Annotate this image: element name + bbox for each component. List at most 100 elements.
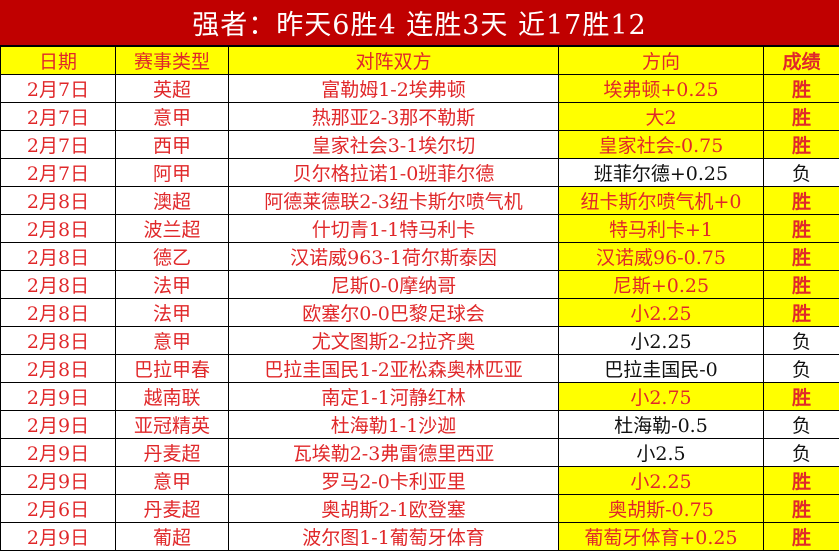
league-cell: 亚冠精英 — [115, 410, 229, 439]
date-cell: 2月8日 — [0, 354, 116, 383]
pick-cell: 小2.25 — [558, 298, 764, 327]
result-cell: 胜 — [763, 186, 839, 215]
match-cell: 杜海勒1-1沙迦 — [228, 410, 559, 439]
table-row: 2月8日 德乙 汉诺威963-1荷尔斯泰因 汉诺威96-0.75 胜 — [0, 242, 839, 271]
table-row: 2月9日 亚冠精英 杜海勒1-1沙迦 杜海勒-0.5 负 — [0, 410, 839, 439]
header-result: 成绩 — [763, 46, 839, 75]
league-cell: 意甲 — [115, 102, 229, 131]
match-cell: 瓦埃勒2-3弗雷德里西亚 — [228, 438, 559, 467]
pick-cell: 小2.25 — [558, 466, 764, 495]
table-row: 2月7日 意甲 热那亚2-3那不勒斯 大2 胜 — [0, 102, 839, 131]
pick-cell: 小2.5 — [558, 438, 764, 467]
table-row: 2月8日 巴拉甲春 巴拉圭国民1-2亚松森奥林匹亚 巴拉圭国民-0 负 — [0, 354, 839, 383]
date-cell: 2月8日 — [0, 270, 116, 299]
pick-cell: 葡萄牙体育+0.25 — [558, 522, 764, 551]
match-cell: 巴拉圭国民1-2亚松森奥林匹亚 — [228, 354, 559, 383]
date-cell: 2月9日 — [0, 438, 116, 467]
match-cell: 波尔图1-1葡萄牙体育 — [228, 522, 559, 551]
league-cell: 丹麦超 — [115, 494, 229, 523]
header-league: 赛事类型 — [115, 46, 229, 75]
pick-cell: 汉诺威96-0.75 — [558, 242, 764, 271]
league-cell: 意甲 — [115, 466, 229, 495]
date-cell: 2月9日 — [0, 466, 116, 495]
match-cell: 汉诺威963-1荷尔斯泰因 — [228, 242, 559, 271]
date-cell: 2月7日 — [0, 158, 116, 187]
result-cell: 负 — [763, 326, 839, 355]
header-match: 对阵双方 — [228, 46, 559, 75]
result-cell: 胜 — [763, 298, 839, 327]
match-cell: 尤文图斯2-2拉齐奥 — [228, 326, 559, 355]
match-cell: 欧塞尔0-0巴黎足球会 — [228, 298, 559, 327]
league-cell: 法甲 — [115, 298, 229, 327]
result-cell: 负 — [763, 438, 839, 467]
league-cell: 德乙 — [115, 242, 229, 271]
date-cell: 2月9日 — [0, 522, 116, 551]
date-cell: 2月9日 — [0, 382, 116, 411]
league-cell: 西甲 — [115, 130, 229, 159]
table-row: 2月7日 英超 富勒姆1-2埃弗顿 埃弗顿+0.25 胜 — [0, 74, 839, 103]
league-cell: 法甲 — [115, 270, 229, 299]
table-row: 2月7日 西甲 皇家社会3-1埃尔切 皇家社会-0.75 胜 — [0, 130, 839, 159]
header-row: 日期 赛事类型 对阵双方 方向 成绩 — [0, 46, 839, 75]
result-cell: 胜 — [763, 130, 839, 159]
match-cell: 富勒姆1-2埃弗顿 — [228, 74, 559, 103]
match-cell: 奥胡斯2-1欧登塞 — [228, 494, 559, 523]
match-cell: 什切青1-1特马利卡 — [228, 214, 559, 243]
result-cell: 负 — [763, 158, 839, 187]
table-row: 2月9日 葡超 波尔图1-1葡萄牙体育 葡萄牙体育+0.25 胜 — [0, 522, 839, 551]
result-cell: 负 — [763, 354, 839, 383]
date-cell: 2月8日 — [0, 326, 116, 355]
date-cell: 2月9日 — [0, 410, 116, 439]
pick-cell: 小2.25 — [558, 326, 764, 355]
result-cell: 胜 — [763, 466, 839, 495]
league-cell: 巴拉甲春 — [115, 354, 229, 383]
pick-cell: 皇家社会-0.75 — [558, 130, 764, 159]
result-cell: 胜 — [763, 74, 839, 103]
result-cell: 胜 — [763, 382, 839, 411]
result-cell: 胜 — [763, 102, 839, 131]
result-cell: 胜 — [763, 270, 839, 299]
results-table: 日期 赛事类型 对阵双方 方向 成绩 2月7日 英超 富勒姆1-2埃弗顿 埃弗顿+0.… — [0, 46, 839, 551]
result-cell: 胜 — [763, 494, 839, 523]
date-cell: 2月8日 — [0, 186, 116, 215]
match-cell: 罗马2-0卡利亚里 — [228, 466, 559, 495]
pick-cell: 奥胡斯-0.75 — [558, 494, 764, 523]
table-row: 2月9日 意甲 罗马2-0卡利亚里 小2.25 胜 — [0, 466, 839, 495]
match-cell: 尼斯0-0摩纳哥 — [228, 270, 559, 299]
table-row: 2月8日 意甲 尤文图斯2-2拉齐奥 小2.25 负 — [0, 326, 839, 355]
date-cell: 2月8日 — [0, 298, 116, 327]
match-cell: 热那亚2-3那不勒斯 — [228, 102, 559, 131]
match-cell: 阿德莱德联2-3纽卡斯尔喷气机 — [228, 186, 559, 215]
table-row: 2月8日 法甲 欧塞尔0-0巴黎足球会 小2.25 胜 — [0, 298, 839, 327]
date-cell: 2月7日 — [0, 74, 116, 103]
league-cell: 阿甲 — [115, 158, 229, 187]
date-cell: 2月7日 — [0, 102, 116, 131]
match-cell: 皇家社会3-1埃尔切 — [228, 130, 559, 159]
header-pick: 方向 — [558, 46, 764, 75]
pick-cell: 巴拉圭国民-0 — [558, 354, 764, 383]
league-cell: 葡超 — [115, 522, 229, 551]
table-row: 2月8日 法甲 尼斯0-0摩纳哥 尼斯+0.25 胜 — [0, 270, 839, 299]
pick-cell: 班菲尔德+0.25 — [558, 158, 764, 187]
table-row: 2月9日 越南联 南定1-1河静红林 小2.75 胜 — [0, 382, 839, 411]
result-cell: 负 — [763, 410, 839, 439]
result-cell: 胜 — [763, 214, 839, 243]
page-title: 强者：昨天6胜4 连胜3天 近17胜12 — [0, 0, 839, 46]
header-date: 日期 — [0, 46, 116, 75]
match-cell: 贝尔格拉诺1-0班菲尔德 — [228, 158, 559, 187]
result-cell: 胜 — [763, 522, 839, 551]
league-cell: 英超 — [115, 74, 229, 103]
pick-cell: 特马利卡+1 — [558, 214, 764, 243]
pick-cell: 杜海勒-0.5 — [558, 410, 764, 439]
table-row: 2月7日 阿甲 贝尔格拉诺1-0班菲尔德 班菲尔德+0.25 负 — [0, 158, 839, 187]
league-cell: 澳超 — [115, 186, 229, 215]
date-cell: 2月8日 — [0, 242, 116, 271]
pick-cell: 尼斯+0.25 — [558, 270, 764, 299]
league-cell: 意甲 — [115, 326, 229, 355]
date-cell: 2月8日 — [0, 214, 116, 243]
date-cell: 2月7日 — [0, 130, 116, 159]
pick-cell: 埃弗顿+0.25 — [558, 74, 764, 103]
pick-cell: 小2.75 — [558, 382, 764, 411]
match-cell: 南定1-1河静红林 — [228, 382, 559, 411]
table-row: 2月8日 波兰超 什切青1-1特马利卡 特马利卡+1 胜 — [0, 214, 839, 243]
